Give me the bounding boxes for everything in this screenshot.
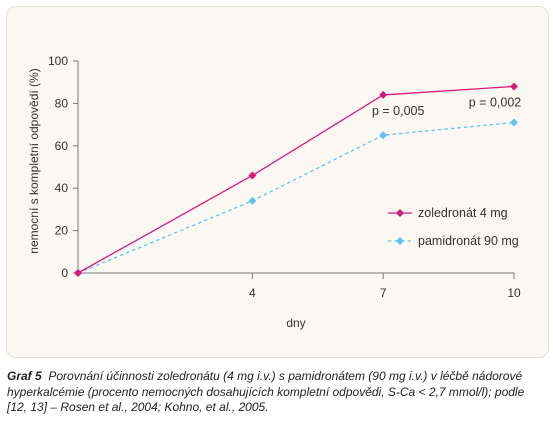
y-axis-ticks: 0 20 40 60 80 100 (48, 54, 78, 280)
legend-label: zoledronát 4 mg (418, 206, 508, 220)
chart-panel (6, 6, 549, 358)
caption-text: Porovnání účinnosti zoledronátu (4 mg i.… (7, 369, 525, 414)
x-axis-title: dny (286, 316, 305, 330)
y-axis-title: nemocní s kompletní odpovědí (%) (27, 68, 41, 253)
p-value-annotation: p = 0,002 (469, 95, 522, 109)
series-line-1 (77, 121, 515, 274)
x-tick-label: 7 (380, 286, 387, 300)
y-tick-label: 40 (55, 181, 69, 195)
legend-swatch-marker (396, 209, 404, 217)
legend: zoledronát 4 mg pamidronát 90 mg (388, 206, 519, 248)
data-point-marker (248, 196, 257, 205)
y-tick-label: 20 (55, 224, 69, 238)
y-tick-label: 0 (61, 266, 68, 280)
y-tick-label: 80 (55, 96, 69, 110)
data-point-marker (510, 118, 518, 127)
caption-label: Graf 5 (7, 369, 42, 383)
legend-swatch-marker (396, 237, 404, 245)
p-value-annotation: p = 0,005 (372, 104, 425, 118)
data-point-marker (510, 82, 518, 91)
data-point-marker (248, 171, 257, 180)
data-point-marker (379, 131, 388, 140)
data-point-marker (74, 269, 82, 277)
legend-label: pamidronát 90 mg (418, 234, 519, 248)
line-chart: 0 20 40 60 80 100 4 7 10 nemocní s kompletní od… (27, 54, 521, 330)
x-tick-label: 4 (249, 286, 256, 300)
series-line-0 (77, 85, 515, 274)
figure-caption: Graf 5 Porovnání účinnosti zoledronátu (… (7, 369, 547, 416)
x-tick-label: 10 (507, 286, 521, 300)
series-layer (74, 82, 518, 277)
annotations: p = 0,005 p = 0,002 (372, 95, 521, 117)
x-axis-ticks: 4 7 10 (249, 273, 521, 300)
data-point-marker (379, 90, 388, 99)
y-tick-label: 100 (48, 54, 68, 68)
y-tick-label: 60 (55, 139, 69, 153)
